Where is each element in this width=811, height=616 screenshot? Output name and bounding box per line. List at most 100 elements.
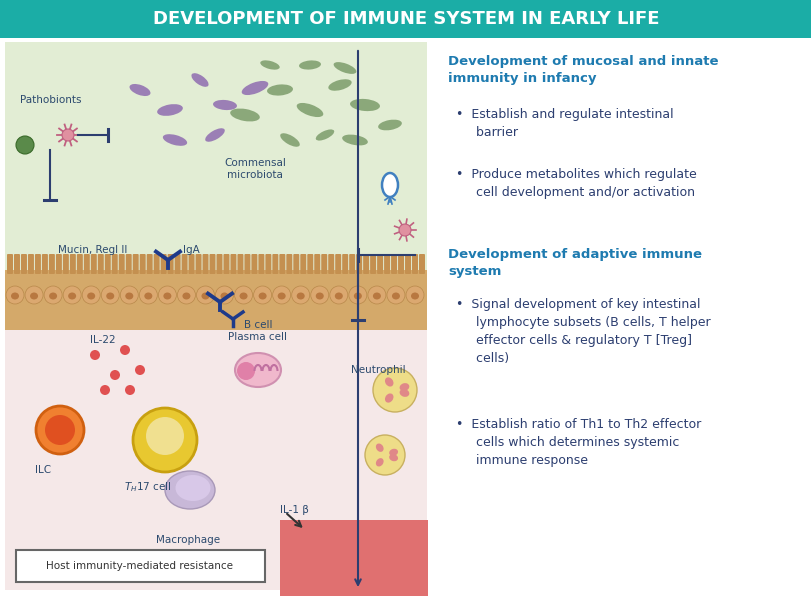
Text: IL-1 β: IL-1 β (280, 505, 308, 515)
FancyBboxPatch shape (139, 254, 145, 274)
Ellipse shape (272, 286, 290, 304)
FancyBboxPatch shape (62, 254, 69, 274)
Ellipse shape (239, 293, 247, 299)
Ellipse shape (125, 293, 133, 299)
Ellipse shape (163, 134, 187, 146)
Ellipse shape (82, 286, 100, 304)
FancyBboxPatch shape (300, 254, 306, 274)
Circle shape (120, 345, 130, 355)
Ellipse shape (158, 286, 176, 304)
FancyBboxPatch shape (5, 42, 427, 277)
Circle shape (133, 408, 197, 472)
FancyBboxPatch shape (70, 254, 75, 274)
FancyBboxPatch shape (49, 254, 55, 274)
Ellipse shape (130, 84, 150, 96)
Ellipse shape (372, 293, 380, 299)
Ellipse shape (280, 133, 299, 147)
FancyBboxPatch shape (293, 254, 299, 274)
FancyBboxPatch shape (265, 254, 271, 274)
FancyBboxPatch shape (341, 254, 348, 274)
Ellipse shape (106, 293, 114, 299)
FancyBboxPatch shape (5, 270, 427, 330)
Text: •  Signal development of key intestinal
     lymphocyte subsets (B cells, T help: • Signal development of key intestinal l… (456, 298, 710, 365)
Ellipse shape (392, 293, 400, 299)
Ellipse shape (230, 108, 260, 121)
Ellipse shape (399, 389, 409, 397)
Ellipse shape (296, 293, 304, 299)
Circle shape (100, 385, 109, 395)
Text: •  Establish and regulate intestinal
     barrier: • Establish and regulate intestinal barr… (456, 108, 673, 139)
Ellipse shape (388, 454, 397, 461)
FancyBboxPatch shape (405, 254, 410, 274)
Ellipse shape (350, 99, 380, 111)
Ellipse shape (87, 293, 95, 299)
FancyBboxPatch shape (376, 254, 383, 274)
Circle shape (365, 435, 405, 475)
FancyBboxPatch shape (418, 254, 424, 274)
FancyBboxPatch shape (286, 254, 292, 274)
FancyBboxPatch shape (21, 254, 27, 274)
Ellipse shape (291, 286, 309, 304)
Ellipse shape (101, 286, 119, 304)
FancyBboxPatch shape (167, 254, 174, 274)
Ellipse shape (11, 293, 19, 299)
Ellipse shape (384, 394, 393, 403)
Text: Commensal
microbiota: Commensal microbiota (224, 158, 285, 180)
Ellipse shape (296, 103, 323, 117)
Circle shape (62, 129, 74, 141)
FancyBboxPatch shape (0, 0, 811, 38)
Text: IL-22: IL-22 (90, 335, 115, 345)
FancyBboxPatch shape (230, 254, 236, 274)
Ellipse shape (221, 293, 228, 299)
Text: Host immunity-mediated resistance: Host immunity-mediated resistance (46, 561, 234, 571)
Ellipse shape (329, 286, 347, 304)
Ellipse shape (267, 84, 293, 95)
FancyBboxPatch shape (112, 254, 118, 274)
Ellipse shape (253, 286, 272, 304)
Ellipse shape (234, 353, 281, 387)
Ellipse shape (205, 128, 225, 142)
FancyBboxPatch shape (384, 254, 389, 274)
Ellipse shape (215, 286, 234, 304)
Ellipse shape (242, 81, 268, 95)
Circle shape (16, 136, 34, 154)
Circle shape (372, 368, 417, 412)
Ellipse shape (120, 286, 138, 304)
Ellipse shape (315, 293, 324, 299)
Text: Development of mucosal and innate
immunity in infancy: Development of mucosal and innate immuni… (448, 55, 718, 85)
Ellipse shape (311, 286, 328, 304)
Text: B cell
Plasma cell: B cell Plasma cell (228, 320, 287, 342)
Text: DEVELOPMENT OF IMMUNE SYSTEM IN EARLY LIFE: DEVELOPMENT OF IMMUNE SYSTEM IN EARLY LI… (152, 10, 659, 28)
Ellipse shape (387, 286, 405, 304)
Ellipse shape (6, 286, 24, 304)
Ellipse shape (277, 293, 285, 299)
Ellipse shape (201, 293, 209, 299)
Text: IgA: IgA (182, 245, 200, 255)
Circle shape (125, 385, 135, 395)
FancyBboxPatch shape (321, 254, 327, 274)
Text: •  Establish ratio of Th1 to Th2 effector
     cells which determines systemic
 : • Establish ratio of Th1 to Th2 effector… (456, 418, 701, 467)
FancyBboxPatch shape (217, 254, 222, 274)
FancyBboxPatch shape (314, 254, 320, 274)
Ellipse shape (298, 60, 320, 70)
Text: Neutrophil: Neutrophil (350, 365, 405, 375)
Text: Development of adaptive immune
system: Development of adaptive immune system (448, 248, 702, 278)
FancyBboxPatch shape (195, 254, 201, 274)
Circle shape (36, 406, 84, 454)
Ellipse shape (375, 458, 383, 466)
FancyBboxPatch shape (251, 254, 257, 274)
Ellipse shape (328, 79, 351, 91)
Ellipse shape (399, 383, 409, 391)
FancyBboxPatch shape (35, 254, 41, 274)
FancyBboxPatch shape (28, 254, 34, 274)
Circle shape (146, 417, 184, 455)
Ellipse shape (144, 293, 152, 299)
FancyBboxPatch shape (335, 254, 341, 274)
FancyBboxPatch shape (391, 254, 397, 274)
Ellipse shape (196, 286, 214, 304)
FancyBboxPatch shape (349, 254, 354, 274)
Ellipse shape (367, 286, 385, 304)
Ellipse shape (260, 60, 279, 70)
Ellipse shape (139, 286, 157, 304)
Ellipse shape (388, 448, 397, 456)
